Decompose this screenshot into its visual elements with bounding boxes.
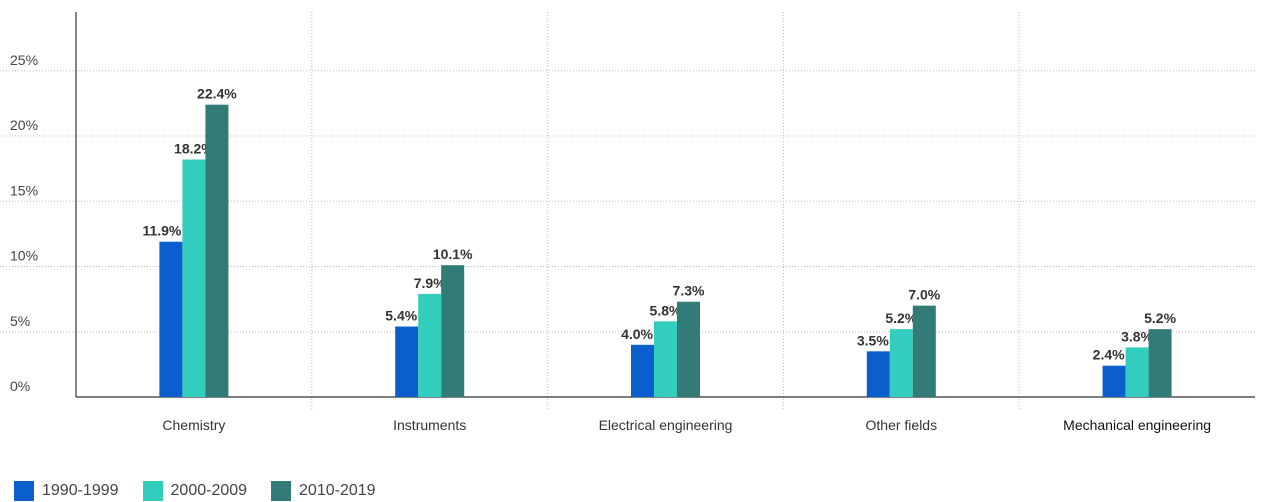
bar <box>631 344 654 397</box>
bar <box>866 351 890 397</box>
bar <box>395 326 419 397</box>
legend-label: 2010-2019 <box>299 482 376 499</box>
category-label: Mechanical engineering <box>1063 417 1211 433</box>
data-label: 5.8% <box>650 302 682 318</box>
data-label: 2.4% <box>1093 347 1125 363</box>
legend-item: 2000-2009 <box>142 481 248 501</box>
data-label: 5.4% <box>385 308 417 324</box>
legend-swatch <box>142 481 163 501</box>
bar <box>159 241 183 397</box>
category-label: Other fields <box>866 417 938 433</box>
data-label: 4.0% <box>621 326 653 342</box>
y-tick-label: 15% <box>10 182 38 198</box>
data-label: 7.0% <box>908 287 940 303</box>
legend-item: 1990-1999 <box>14 481 119 501</box>
y-tick-label: 5% <box>10 313 30 329</box>
bar <box>1102 365 1126 397</box>
bar <box>677 301 700 397</box>
bar <box>1125 347 1149 397</box>
data-label: 7.3% <box>673 283 705 299</box>
legend: 1990-1999 2000-2009 2010-2019 <box>14 481 400 501</box>
data-label: 11.9% <box>142 223 181 239</box>
data-label: 7.9% <box>414 275 446 291</box>
category-label: Instruments <box>393 417 466 433</box>
y-tick-label: 25% <box>10 52 38 68</box>
data-label: 5.2% <box>885 310 917 326</box>
bar <box>441 265 465 397</box>
data-label: 10.1% <box>433 246 473 262</box>
y-tick-label: 10% <box>10 248 38 264</box>
bar <box>1148 329 1172 397</box>
bar <box>182 159 206 397</box>
data-label: 5.2% <box>1144 310 1176 326</box>
data-label: 3.5% <box>857 332 889 348</box>
category-label: Chemistry <box>162 417 225 433</box>
legend-label: 2000-2009 <box>170 482 248 499</box>
legend-swatch <box>14 481 34 501</box>
bar <box>205 104 229 398</box>
data-label: 22.4% <box>197 86 237 102</box>
bar-chart: 0% 5% 10% 15% 20% 25% 11.9% 18.2% 22.4% Chemistry… <box>0 12 1255 433</box>
bar <box>418 293 442 397</box>
data-label: 3.8% <box>1121 328 1153 344</box>
y-tick-label: 0% <box>10 378 30 394</box>
bar <box>654 321 677 397</box>
legend-item: 2010-2019 <box>271 481 376 501</box>
legend-label: 1990-1999 <box>42 482 119 499</box>
legend-swatch <box>271 481 292 501</box>
category-label: Electrical engineering <box>599 417 733 433</box>
bar <box>889 329 913 397</box>
y-tick-label: 20% <box>10 117 38 133</box>
bar <box>912 305 936 397</box>
data-label: 18.2% <box>174 140 214 156</box>
